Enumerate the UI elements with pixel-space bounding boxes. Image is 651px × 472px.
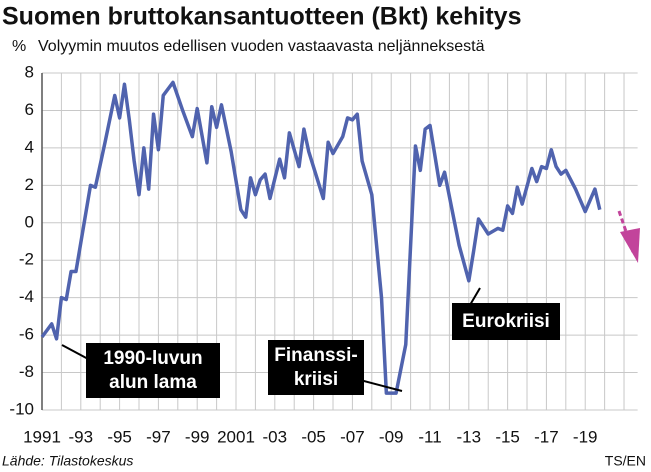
- annotation-text: Finanssi-: [274, 345, 357, 366]
- x-tick-label: -97: [146, 427, 171, 446]
- x-tick-label: 2001: [217, 427, 255, 446]
- leader-line: [61, 344, 91, 361]
- y-tick-label: -4: [19, 287, 34, 306]
- source: Lähde: Tilastokeskus: [2, 453, 133, 469]
- annotation-text: kriisi: [294, 369, 338, 390]
- annotation-text: alun lama: [109, 372, 197, 393]
- x-tick-label: 1991: [23, 427, 61, 446]
- y-tick-label: -2: [19, 250, 34, 269]
- forecast-arrow-head: [620, 228, 640, 263]
- subtitle: Volyymin muutos edellisen vuoden vastaav…: [38, 38, 485, 55]
- leader-line: [469, 287, 481, 306]
- leader-line: [359, 379, 403, 392]
- x-tick-label: -95: [107, 427, 132, 446]
- credit: TS/EN: [605, 453, 646, 469]
- x-tick-label: -07: [340, 427, 365, 446]
- annotation-box: [268, 340, 364, 395]
- plot: [40, 80, 602, 395]
- x-tick-label: -09: [379, 427, 404, 446]
- annotation-text: 1990-luvun: [103, 348, 202, 369]
- chart-title: Suomen bruttokansantuotteen (Bkt) kehity…: [2, 3, 522, 31]
- annotation-text: Eurokriisi: [462, 311, 550, 332]
- y-tick-label: -6: [19, 325, 34, 344]
- y-tick-label: -8: [19, 362, 34, 381]
- annotations: 1990-luvun alun lama Finanssi- kriisi Eu…: [61, 210, 640, 398]
- x-tick-label: -05: [301, 427, 326, 446]
- y-tick-label: 0: [25, 212, 34, 231]
- y-unit: %: [12, 38, 26, 55]
- y-tick-label: -10: [9, 399, 34, 418]
- annotation-box: [86, 343, 220, 398]
- y-tick-label: 8: [25, 62, 34, 81]
- y-tick-label: 2: [25, 175, 34, 194]
- data-line: [40, 80, 602, 395]
- x-tick-label: -15: [495, 427, 520, 446]
- x-tick-label: -11: [418, 427, 441, 446]
- y-tick-label: 6: [25, 100, 34, 119]
- x-tick-label: -99: [185, 427, 210, 446]
- x-tick-label: -19: [573, 427, 598, 446]
- x-tick-label: -93: [69, 427, 94, 446]
- x-tick-label: -13: [457, 427, 482, 446]
- x-tick-label: -03: [263, 427, 288, 446]
- x-tick-label: -17: [534, 427, 559, 446]
- y-tick-label: 4: [25, 137, 34, 156]
- annotation-box: [452, 303, 560, 340]
